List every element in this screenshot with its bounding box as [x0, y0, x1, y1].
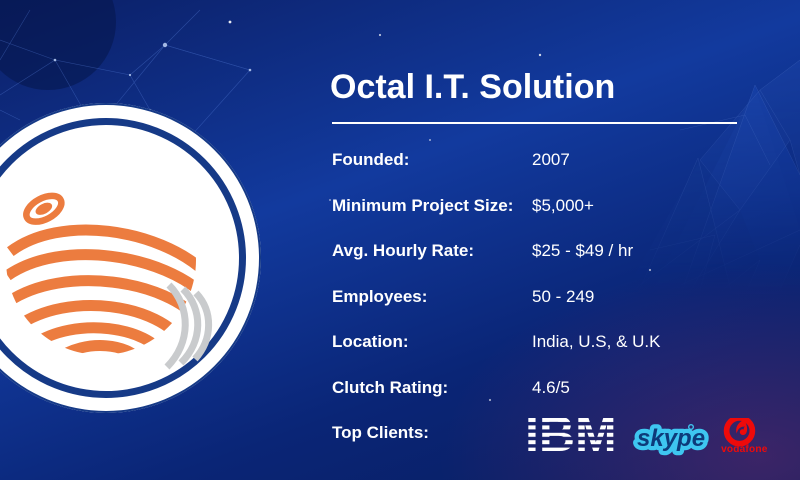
svg-text:skype: skype — [637, 425, 705, 452]
svg-text:vodafone: vodafone — [721, 444, 768, 455]
svg-text:IBM: IBM — [525, 418, 617, 458]
